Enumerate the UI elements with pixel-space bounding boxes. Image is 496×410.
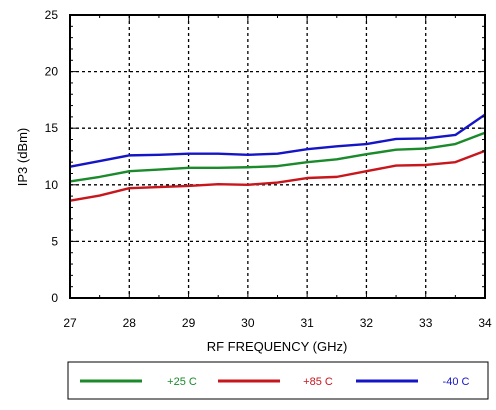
x-axis-title: RF FREQUENCY (GHz) xyxy=(207,339,348,354)
x-tick-label: 31 xyxy=(300,316,314,330)
x-tick-label: 30 xyxy=(241,316,255,330)
y-tick-label: 15 xyxy=(45,121,59,135)
legend-label-2: -40 C xyxy=(443,376,470,388)
axis-ticks xyxy=(69,14,486,299)
y-tick-label: 20 xyxy=(45,65,59,79)
y-axis-title: IP3 (dBm) xyxy=(15,128,30,187)
x-tick-label: 27 xyxy=(63,316,77,330)
grid xyxy=(70,15,485,298)
legend-items: +25 C +85 C -40 C xyxy=(80,376,470,388)
x-tick-label: 32 xyxy=(360,316,374,330)
x-tick-labels: 27 28 29 30 31 32 33 34 xyxy=(63,316,492,330)
series-lines xyxy=(69,113,486,202)
legend: +25 C +85 C -40 C xyxy=(67,361,489,400)
y-tick-label: 25 xyxy=(45,8,59,22)
series-line-1 xyxy=(69,149,486,202)
y-tick-labels: 0 5 10 15 20 25 xyxy=(45,8,59,305)
series-line-2 xyxy=(69,113,486,168)
x-tick-label: 34 xyxy=(478,316,492,330)
x-tick-label: 33 xyxy=(419,316,433,330)
series-line-0 xyxy=(69,131,486,183)
y-tick-label: 10 xyxy=(45,178,59,192)
y-tick-label: 0 xyxy=(51,291,58,305)
x-tick-label: 28 xyxy=(123,316,137,330)
x-tick-label: 29 xyxy=(182,316,196,330)
legend-label-0: +25 C xyxy=(167,376,197,388)
y-tick-label: 5 xyxy=(51,234,58,248)
legend-label-1: +85 C xyxy=(303,376,333,388)
